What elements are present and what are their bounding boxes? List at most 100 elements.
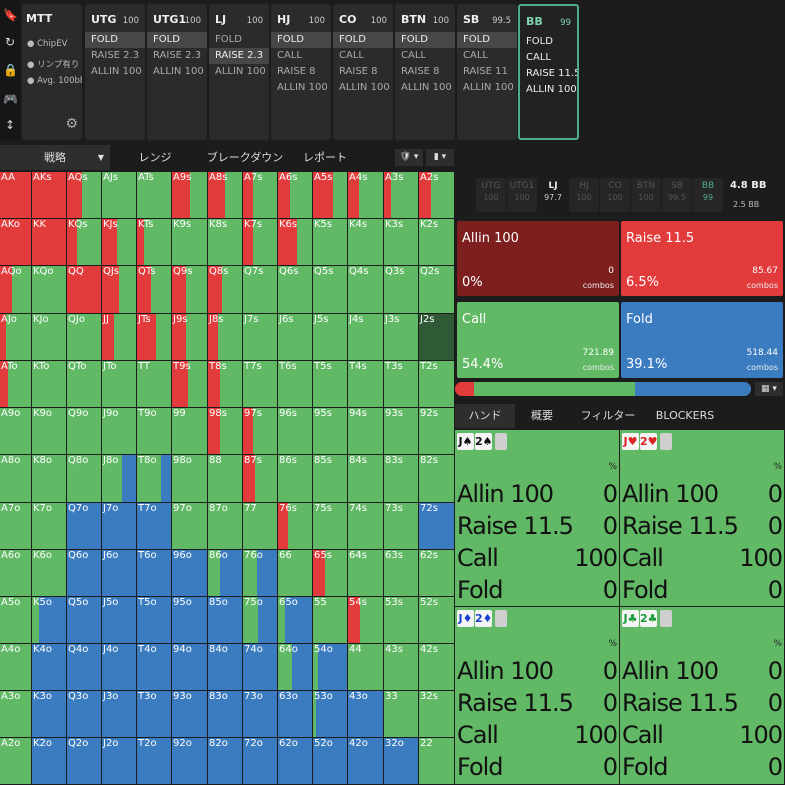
position-panel-utg[interactable]: UTG 100 FOLD RAISE 2.3 ALLIN 100 bbox=[85, 4, 145, 140]
action-option[interactable]: FOLD bbox=[215, 34, 242, 45]
hand-cell[interactable]: J9o bbox=[102, 408, 137, 455]
lock-icon[interactable]: 🔒 bbox=[3, 63, 18, 77]
hand-cell[interactable]: KQo bbox=[32, 266, 67, 314]
action-option[interactable]: FOLD bbox=[333, 32, 393, 48]
action-option[interactable]: FOLD bbox=[85, 32, 145, 48]
position-panel-btn[interactable]: BTN 100 FOLD CALL RAISE 8 ALLIN 100 bbox=[395, 4, 455, 140]
gamepad-icon[interactable]: 🎮 bbox=[3, 92, 18, 106]
tab-blockers[interactable]: BLOCKERS bbox=[655, 409, 715, 422]
action-option[interactable]: FOLD bbox=[526, 36, 553, 47]
hand-cell[interactable]: 53s bbox=[384, 597, 419, 644]
hand-cell[interactable]: 76o bbox=[243, 550, 278, 597]
hand-cell[interactable]: QQ bbox=[67, 266, 102, 314]
hand-cell[interactable]: 87o bbox=[208, 503, 243, 550]
hand-cell[interactable]: A4s bbox=[348, 172, 384, 219]
hand-cell[interactable]: K4s bbox=[348, 219, 384, 266]
tab-filter[interactable]: フィルター bbox=[580, 409, 636, 422]
hand-cell[interactable]: 44 bbox=[348, 644, 384, 691]
hand-cell[interactable]: KJs bbox=[102, 219, 137, 266]
hand-cell[interactable]: K7o bbox=[32, 503, 67, 550]
hand-cell[interactable]: T5s bbox=[313, 361, 348, 408]
action-option[interactable]: ALLIN 100 bbox=[153, 66, 204, 77]
hand-cell[interactable]: A4o bbox=[0, 644, 32, 691]
hand-cell[interactable]: A8o bbox=[0, 455, 32, 503]
action-option[interactable]: ALLIN 100 bbox=[526, 84, 577, 95]
hand-cell[interactable]: J8s bbox=[208, 314, 243, 361]
hand-cell[interactable]: Q9s bbox=[172, 266, 208, 314]
hand-cell[interactable]: J7s bbox=[243, 314, 278, 361]
hand-cell[interactable]: 54s bbox=[348, 597, 384, 644]
hand-cell[interactable]: 62o bbox=[278, 738, 313, 785]
card-filter-button[interactable]: ▮ ▾ bbox=[426, 149, 454, 166]
hand-cell[interactable]: 84o bbox=[208, 644, 243, 691]
position-panel-utg1[interactable]: UTG1 100 FOLD RAISE 2.3 ALLIN 100 bbox=[147, 4, 207, 140]
hand-cell[interactable]: 97o bbox=[172, 503, 208, 550]
action-option[interactable]: CALL bbox=[463, 50, 488, 61]
hand-cell[interactable]: AJo bbox=[0, 314, 32, 361]
hand-cell[interactable]: K8o bbox=[32, 455, 67, 503]
hand-cell[interactable]: KTs bbox=[137, 219, 172, 266]
hand-cell[interactable]: 74s bbox=[348, 503, 384, 550]
action-option[interactable]: FOLD bbox=[395, 32, 455, 48]
hand-cell[interactable]: K3s bbox=[384, 219, 419, 266]
hand-cell[interactable]: Q2s bbox=[419, 266, 455, 314]
hand-cell[interactable]: 77 bbox=[243, 503, 278, 550]
hand-cell[interactable]: Q4o bbox=[67, 644, 102, 691]
hand-cell[interactable]: T3o bbox=[137, 691, 172, 738]
grid-view-button[interactable]: ▦ ▾ bbox=[755, 382, 783, 396]
hand-cell[interactable]: A7s bbox=[243, 172, 278, 219]
hand-cell[interactable]: 43o bbox=[348, 691, 384, 738]
hand-cell[interactable]: 95s bbox=[313, 408, 348, 455]
hand-cell[interactable]: 86s bbox=[278, 455, 313, 503]
hand-cell[interactable]: 93s bbox=[384, 408, 419, 455]
action-option[interactable]: RAISE 8 bbox=[339, 66, 378, 77]
hand-cell[interactable]: 72s bbox=[419, 503, 455, 550]
hand-cell[interactable]: J6s bbox=[278, 314, 313, 361]
hand-detail-card[interactable]: J♣ 2♣% Allin 100 0 Raise 11.5 0 Call 100 Fold 0 bbox=[620, 607, 785, 785]
hand-cell[interactable]: T7o bbox=[137, 503, 172, 550]
hand-cell[interactable]: 94o bbox=[172, 644, 208, 691]
hand-cell[interactable]: 22 bbox=[419, 738, 455, 785]
hand-cell[interactable]: T2s bbox=[419, 361, 455, 408]
compress-icon[interactable]: ↕ bbox=[4, 118, 16, 132]
hand-cell[interactable]: QJo bbox=[67, 314, 102, 361]
hand-detail-card[interactable]: J♠ 2♠% Allin 100 0 Raise 11.5 0 Call 100 Fold 0 bbox=[455, 430, 620, 607]
hand-cell[interactable]: 65o bbox=[278, 597, 313, 644]
hand-cell[interactable]: Q5o bbox=[67, 597, 102, 644]
tab-strip-btn[interactable]: BTN 100 bbox=[631, 178, 661, 212]
hand-cell[interactable]: 83o bbox=[208, 691, 243, 738]
action-option[interactable]: RAISE 2.3 bbox=[209, 48, 269, 64]
action-option[interactable]: CALL bbox=[526, 52, 551, 63]
hand-cell[interactable]: 72o bbox=[243, 738, 278, 785]
hand-cell[interactable]: A5s bbox=[313, 172, 348, 219]
position-panel-hj[interactable]: HJ 100 FOLD CALL RAISE 8 ALLIN 100 bbox=[271, 4, 331, 140]
hand-cell[interactable]: 97s bbox=[243, 408, 278, 455]
hand-cell[interactable]: J6o bbox=[102, 550, 137, 597]
hand-cell[interactable]: A5o bbox=[0, 597, 32, 644]
hand-cell[interactable]: ATs bbox=[137, 172, 172, 219]
hand-cell[interactable]: 53o bbox=[313, 691, 348, 738]
action-stat-allin[interactable]: Allin 100 0% 0 combos bbox=[457, 221, 619, 296]
hand-cell[interactable]: QTo bbox=[67, 361, 102, 408]
hand-cell[interactable]: J5s bbox=[313, 314, 348, 361]
hand-cell[interactable]: 92o bbox=[172, 738, 208, 785]
tab-strip-hj[interactable]: HJ 100 bbox=[569, 178, 599, 212]
hand-cell[interactable]: A7o bbox=[0, 503, 32, 550]
hand-cell[interactable]: K2s bbox=[419, 219, 455, 266]
hand-cell[interactable]: 66 bbox=[278, 550, 313, 597]
hand-cell[interactable]: T6o bbox=[137, 550, 172, 597]
hand-cell[interactable]: 32s bbox=[419, 691, 455, 738]
hand-cell[interactable]: 76s bbox=[278, 503, 313, 550]
hand-cell[interactable]: J5o bbox=[102, 597, 137, 644]
hand-cell[interactable]: 86o bbox=[208, 550, 243, 597]
hand-cell[interactable]: 82o bbox=[208, 738, 243, 785]
hand-cell[interactable]: A6s bbox=[278, 172, 313, 219]
hand-cell[interactable]: A9s bbox=[172, 172, 208, 219]
hand-cell[interactable]: AJs bbox=[102, 172, 137, 219]
hand-cell[interactable]: 64o bbox=[278, 644, 313, 691]
shield-filter-button[interactable]: 🛡 ▾ bbox=[395, 149, 423, 166]
hand-cell[interactable]: 96s bbox=[278, 408, 313, 455]
tab-breakdown[interactable]: ブレークダウン bbox=[206, 151, 284, 164]
tab-strip-co[interactable]: CO 100 bbox=[600, 178, 630, 212]
hand-cell[interactable]: ATo bbox=[0, 361, 32, 408]
